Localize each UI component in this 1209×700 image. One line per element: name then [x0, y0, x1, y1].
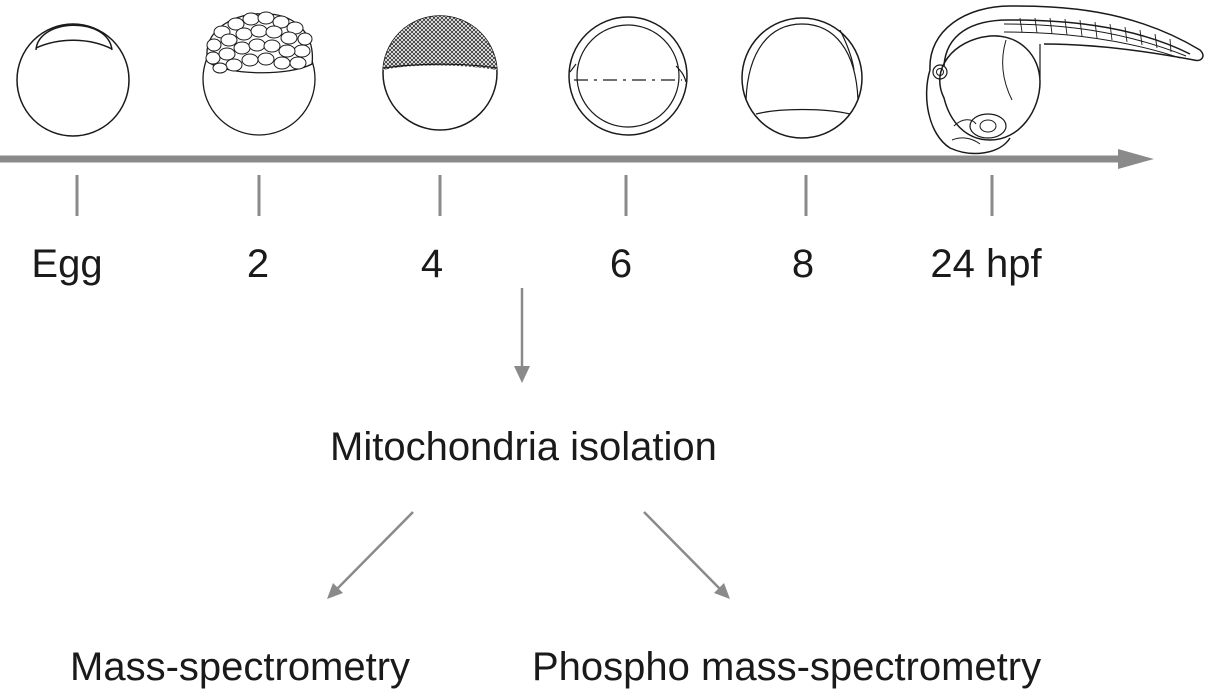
stage-label-4: 4: [420, 242, 444, 286]
timeline-ticks: [75, 175, 994, 216]
stage-label-6: 6: [609, 242, 633, 286]
arrow-to-mass-spec: [327, 511, 414, 599]
stage-label-egg: Egg: [31, 242, 103, 286]
embryo-egg: [16, 23, 130, 137]
arrow-to-isolation: [514, 288, 530, 383]
embryo-4hpf: [382, 15, 498, 131]
embryo-24hpf: [925, 5, 1204, 155]
embryo-6hpf: [568, 16, 688, 136]
phospho-mass-spec-step-label: Phospho mass-spectrometry: [532, 645, 1042, 689]
stage-label-8: 8: [791, 242, 815, 286]
embryo-8hpf: [741, 17, 863, 139]
mass-spec-step-label: Mass-spectrometry: [70, 645, 411, 689]
arrow-to-phospho-mass-spec: [643, 511, 730, 599]
timeline-axis: [0, 149, 1154, 169]
embryo-2hpf: [202, 11, 316, 136]
stage-label-24hpf: 24 hpf: [930, 242, 1042, 286]
stage-label-2: 2: [246, 242, 270, 286]
timeline-arrowhead: [1118, 149, 1154, 169]
isolation-step-label: Mitochondria isolation: [330, 425, 717, 469]
